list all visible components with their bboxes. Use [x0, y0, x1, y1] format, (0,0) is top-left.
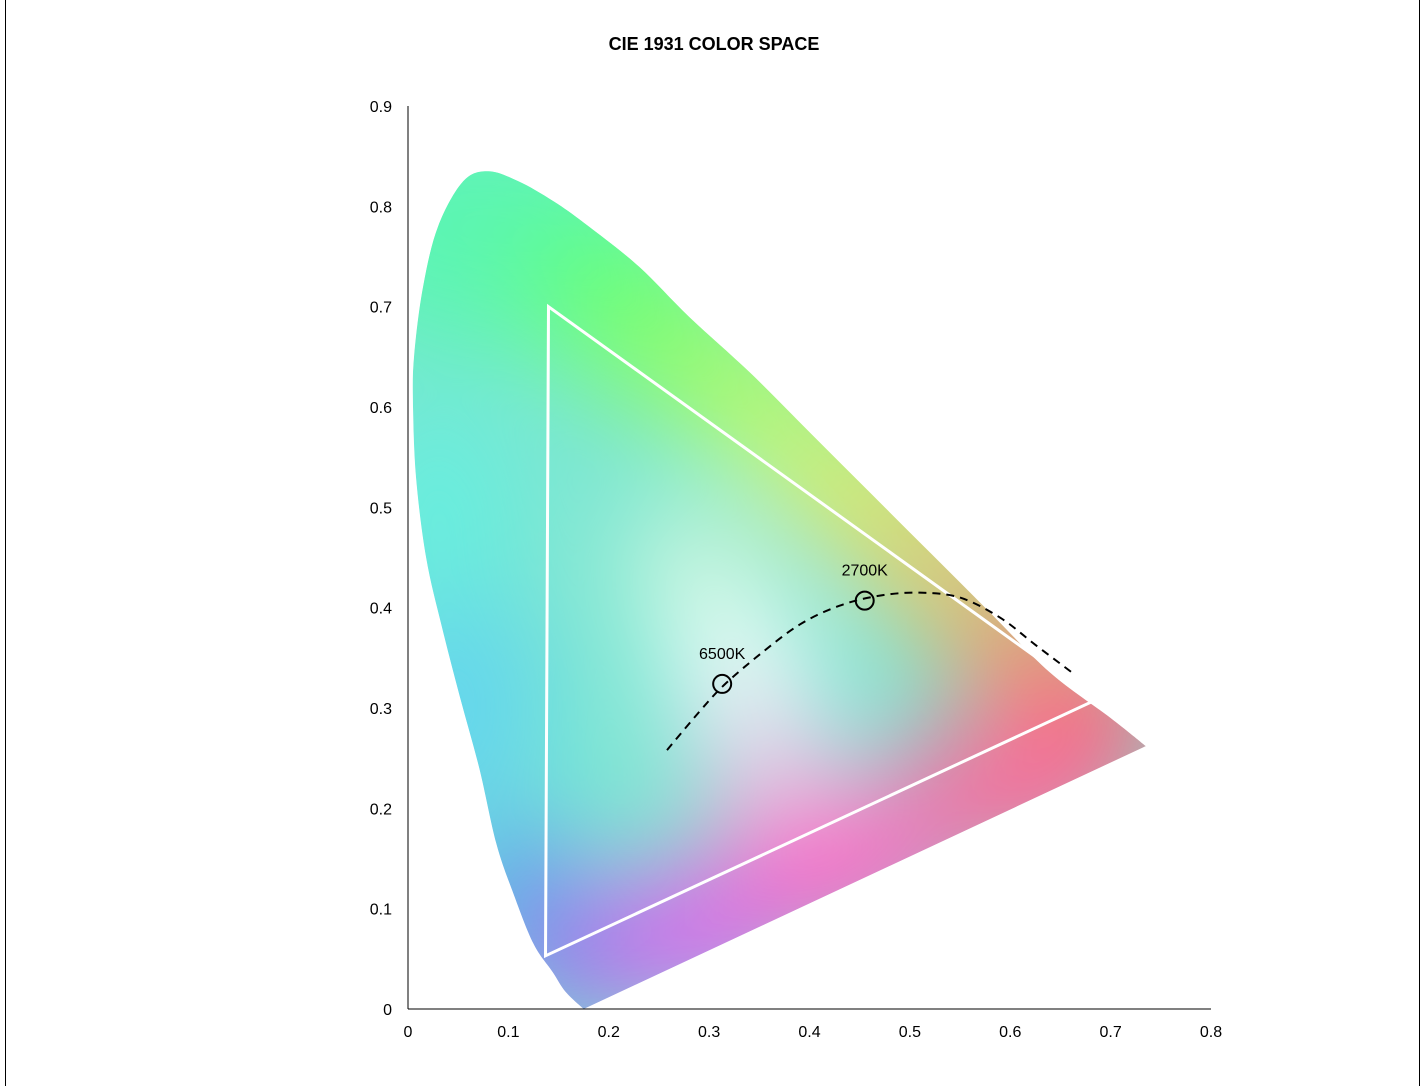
color-blob — [689, 708, 850, 809]
x-tick-label: 0.8 — [1200, 1024, 1222, 1041]
x-tick-label: 0.6 — [999, 1024, 1021, 1041]
y-tick-label: 0.5 — [370, 500, 392, 517]
color-blob — [412, 407, 499, 608]
x-tick-label: 0 — [404, 1024, 413, 1041]
overlay: 6500K 2700K — [543, 303, 1099, 959]
x-tick-label: 0.2 — [598, 1024, 620, 1041]
y-tick-label: 0.4 — [370, 601, 392, 618]
chart-frame — [5, 0, 1420, 1086]
x-tick-label: 0.7 — [1100, 1024, 1122, 1041]
x-tick-label: 0.4 — [798, 1024, 820, 1041]
spectral-locus-fill — [412, 171, 1146, 1009]
color-blob — [412, 587, 539, 829]
color-blob — [628, 507, 750, 608]
color-blob — [458, 828, 579, 949]
x-tick-label: 0.3 — [698, 1024, 720, 1041]
y-tick-label: 0.8 — [370, 199, 392, 216]
planckian-locus — [666, 591, 1074, 751]
y-tick-label: 0.2 — [370, 801, 392, 818]
x-tick-label: 0.5 — [899, 1024, 921, 1041]
point-label: 6500K — [699, 646, 746, 663]
y-tick-label: 0.9 — [370, 99, 392, 116]
y-tick-label: 0.6 — [370, 400, 392, 417]
x-tick-label: 0.1 — [497, 1024, 519, 1041]
y-tick-label: 0 — [383, 1002, 392, 1019]
color-blob — [689, 356, 830, 458]
color-blob — [668, 597, 810, 719]
point-label: 2700K — [842, 563, 889, 580]
chart-title: CIE 1931 COLOR SPACE — [608, 34, 820, 54]
axes: 0 0.1 0.2 0.3 0.4 0.5 0.6 0.7 0.8 0 0.1 0.2 0.3 0.4 0.… — [370, 99, 1222, 1041]
gamut-triangle — [543, 303, 1099, 959]
color-gradient — [412, 171, 1146, 1009]
y-tick-label: 0.7 — [370, 300, 392, 317]
y-tick-label: 0.1 — [370, 902, 392, 919]
color-blob — [508, 928, 629, 1009]
point-marker — [854, 590, 875, 611]
point-marker — [712, 673, 733, 694]
y-tick-label: 0.3 — [370, 701, 392, 718]
